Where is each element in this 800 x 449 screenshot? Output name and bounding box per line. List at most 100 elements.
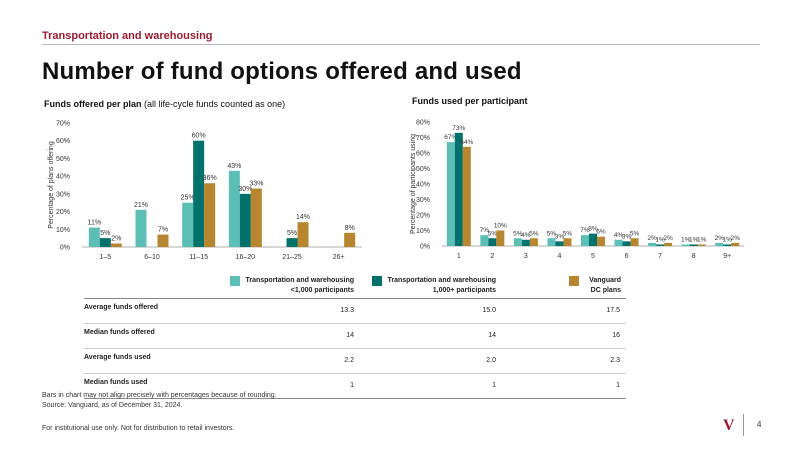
bar — [614, 239, 623, 246]
left-chart-title: Funds offered per plan (all life-cycle f… — [44, 99, 285, 109]
legend-small-line1: Transportation and warehousing — [245, 277, 354, 284]
legend-vanguard-line2: DC plans — [590, 287, 621, 294]
bar — [723, 244, 732, 246]
x-tick-label: 7 — [658, 253, 662, 260]
bar — [286, 238, 298, 247]
row-label: Average funds used — [84, 354, 151, 361]
bar — [99, 238, 111, 247]
data-label: 8% — [588, 226, 598, 233]
x-tick-label: 6–10 — [144, 254, 160, 261]
data-label: 5% — [630, 230, 640, 237]
y-tick-label: 50% — [56, 156, 70, 163]
bar — [513, 238, 522, 246]
bar — [581, 235, 589, 246]
data-label: 5% — [529, 230, 539, 237]
bar — [110, 243, 122, 247]
data-label: 2% — [715, 235, 725, 242]
vanguard-logo: V — [723, 417, 735, 434]
disclaimer: For institutional use only. Not for dist… — [42, 425, 235, 432]
footnote-source: Source: Vanguard, as of December 31, 202… — [42, 402, 183, 409]
cell-vanguard: 2.3 — [610, 357, 620, 364]
data-label: 1% — [689, 236, 699, 243]
y-tick-label: 30% — [56, 191, 70, 198]
bar — [488, 238, 497, 246]
data-label: 1% — [655, 236, 665, 243]
x-tick-label: 21–25 — [282, 254, 302, 261]
legend-small-line2: <1,000 participants — [290, 287, 354, 294]
x-tick-label: 4 — [557, 253, 561, 260]
table-row: Median funds used 1 1 1 — [84, 373, 626, 399]
bar — [228, 170, 240, 247]
legend-vanguard-line1: Vanguard — [589, 277, 621, 284]
table-row: Average funds used 2.2 2.0 2.3 — [84, 348, 626, 373]
bar — [597, 236, 605, 246]
data-label: 1% — [681, 236, 691, 243]
right-chart-title: Funds used per participant — [412, 96, 528, 106]
x-tick-label: 8 — [692, 253, 696, 260]
data-label: 4% — [614, 232, 624, 239]
legend-small: Transportation and warehousing <1,000 pa… — [242, 276, 354, 296]
x-tick-label: 1 — [457, 253, 461, 260]
bar — [589, 233, 597, 246]
cell-small: 13.3 — [340, 307, 354, 314]
y-tick-label: 0% — [60, 245, 70, 252]
y-tick-label: 50% — [416, 166, 430, 173]
bar — [239, 193, 251, 247]
bar — [648, 242, 657, 246]
cell-large: 14 — [488, 332, 496, 339]
footnote: Bars in chart may not align precisely wi… — [42, 391, 277, 411]
data-label: 2% — [731, 235, 741, 242]
bar — [135, 209, 147, 247]
bar — [157, 234, 169, 247]
bar — [480, 235, 489, 246]
data-label: 5% — [547, 230, 557, 237]
bar — [521, 239, 530, 246]
data-label: 67% — [444, 134, 457, 141]
bar — [344, 232, 356, 247]
data-label: 5% — [513, 230, 523, 237]
data-label: 6% — [596, 229, 606, 236]
data-label: 1% — [697, 236, 707, 243]
footer-divider — [743, 414, 744, 436]
y-tick-label: 40% — [416, 182, 430, 189]
y-tick-label: 20% — [56, 209, 70, 216]
bar — [664, 242, 673, 246]
top-rule — [42, 44, 760, 45]
data-label: 25% — [181, 195, 195, 202]
x-tick-label: 11–15 — [189, 254, 208, 261]
y-tick-label: 70% — [416, 135, 430, 142]
x-tick-label: 3 — [524, 253, 528, 260]
data-label: 30% — [238, 186, 252, 193]
bar — [88, 227, 100, 247]
data-label: 5% — [100, 230, 110, 237]
bar — [697, 244, 706, 246]
data-label: 5% — [287, 230, 297, 237]
cell-small: 2.2 — [344, 357, 354, 364]
row-label: Median funds used — [84, 379, 148, 386]
y-tick-label: 10% — [56, 227, 70, 234]
y-tick-label: 20% — [416, 213, 430, 220]
cell-large: 1 — [492, 382, 496, 389]
bar — [193, 140, 205, 247]
bar — [563, 238, 572, 246]
x-tick-label: 16–20 — [236, 254, 256, 261]
bar — [496, 230, 505, 246]
data-label: 3% — [555, 233, 565, 240]
cell-vanguard: 1 — [616, 382, 620, 389]
bar — [555, 241, 564, 246]
y-tick-label: 30% — [416, 197, 430, 204]
data-label: 33% — [249, 181, 263, 188]
page-title: Number of fund options offered and used — [42, 58, 522, 85]
y-tick-label: 60% — [56, 138, 70, 145]
x-tick-label: 26+ — [333, 254, 345, 261]
bar — [715, 242, 724, 246]
y-tick-label: 80% — [416, 120, 430, 127]
y-tick-label: 60% — [416, 151, 430, 158]
row-label: Median funds offered — [84, 329, 155, 336]
cell-vanguard: 17.5 — [606, 307, 620, 314]
data-label: 8% — [345, 225, 355, 232]
bar — [529, 238, 538, 246]
bar — [446, 142, 455, 246]
data-label: 7% — [480, 227, 490, 234]
